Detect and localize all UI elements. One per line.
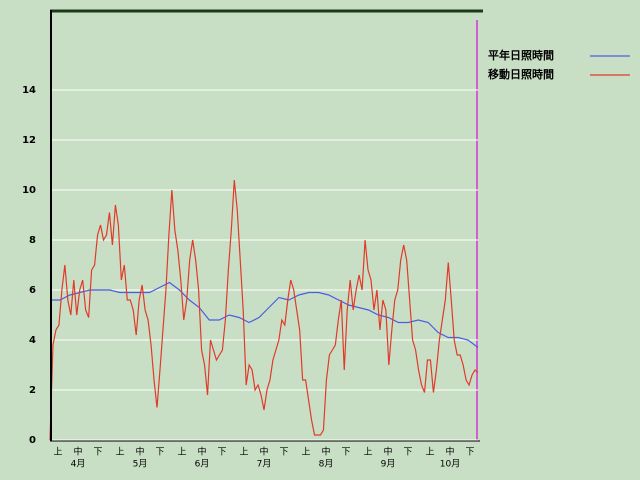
series-line [50, 281, 479, 348]
legend-label: 移動日照時間 [488, 67, 554, 81]
x-tick-label: 上 [363, 447, 372, 458]
y-tick-label: 6 [29, 285, 36, 296]
x-tick-label: 下 [217, 448, 226, 458]
x-tick-label: 下 [465, 448, 474, 458]
x-tick-label: 下 [93, 448, 102, 458]
x-tick-label: 下 [403, 448, 412, 458]
month-label: 8月 [319, 459, 334, 470]
legend-label: 平年日照時間 [488, 48, 554, 62]
month-label: 10月 [440, 459, 460, 470]
x-tick-label: 中 [197, 446, 206, 458]
month-label: 6月 [195, 459, 210, 470]
y-tick-label: 0 [29, 435, 36, 446]
y-tick-label: 8 [29, 235, 36, 246]
y-tick-label: 4 [29, 335, 36, 346]
y-tick-label: 14 [22, 85, 36, 96]
x-tick-label: 下 [279, 448, 288, 458]
month-label: 9月 [381, 459, 396, 470]
y-tick-label: 2 [29, 385, 36, 396]
x-tick-label: 上 [425, 447, 434, 458]
month-label: 4月 [71, 459, 86, 470]
x-tick-label: 中 [259, 446, 268, 458]
x-tick-label: 中 [321, 446, 330, 458]
month-label: 7月 [257, 459, 272, 470]
x-tick-label: 上 [177, 447, 186, 458]
y-tick-label: 12 [22, 135, 36, 146]
x-tick-label: 中 [445, 446, 454, 458]
x-tick-label: 下 [155, 448, 164, 458]
y-tick-label: 10 [22, 185, 36, 196]
x-tick-label: 上 [53, 447, 62, 458]
x-tick-label: 中 [383, 446, 392, 458]
x-tick-label: 上 [301, 447, 310, 458]
x-tick-label: 中 [135, 446, 144, 458]
month-label: 5月 [133, 459, 148, 470]
x-tick-label: 下 [341, 448, 350, 458]
x-tick-label: 中 [73, 446, 82, 458]
x-tick-label: 上 [115, 447, 124, 458]
x-tick-label: 上 [239, 447, 248, 458]
series-line [49, 179, 479, 441]
